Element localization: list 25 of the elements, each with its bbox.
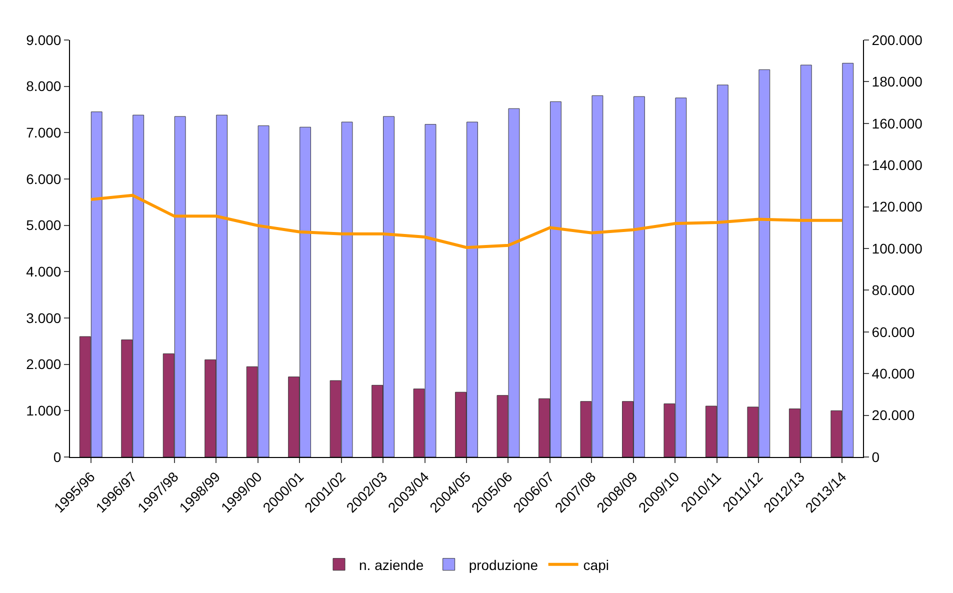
y2-tick-label: 0 [872,448,880,465]
y2-tick-label: 20.000 [872,407,915,424]
y2-tick-label: 100.000 [872,240,923,256]
y-tick-label: 2.000 [26,356,62,372]
y-tick-label: 5.000 [26,217,62,234]
legend-label: capi [583,556,609,573]
y-tick-label: 7.000 [26,124,62,141]
y2-tick-label: 160.000 [872,115,923,132]
y-tick-label: 6.000 [26,170,62,187]
y-tick-label: 0 [53,448,62,465]
y-tick-label: 1.000 [26,402,62,419]
y2-tick-label: 140.000 [872,157,923,173]
y2-tick-label: 80.000 [872,282,915,298]
legend-label: n. aziende [359,556,424,573]
y2-tick-label: 40.000 [872,366,915,382]
y-tick-label: 8.000 [26,78,62,94]
line-series [89,194,844,249]
legend-label: produzione [468,556,538,573]
y-tick-label: 4.000 [26,264,62,280]
y2-tick-label: 180.000 [872,74,923,90]
y2-tick-label: 120.000 [872,198,923,215]
y2-tick-label: 60.000 [872,324,915,340]
y-tick-label: 3.000 [26,310,62,326]
y2-tick-label: 200.000 [872,32,923,48]
y-tick-label: 9.000 [26,32,62,48]
